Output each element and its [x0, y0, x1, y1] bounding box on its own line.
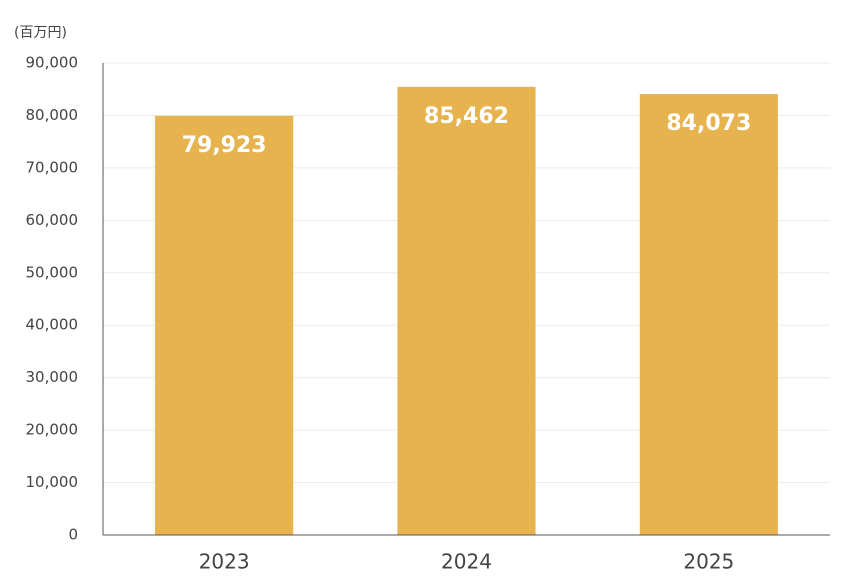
x-tick-label: 2025: [683, 550, 734, 574]
x-tick-label: 2023: [199, 550, 250, 574]
unit-label: (百万円): [14, 25, 67, 41]
y-tick-label: 80,000: [26, 106, 79, 124]
x-tick-label: 2024: [441, 550, 492, 574]
y-tick-label: 70,000: [26, 158, 79, 176]
y-tick-label: 10,000: [26, 473, 79, 491]
bar: [155, 115, 294, 535]
bar: [397, 86, 536, 535]
y-tick-label: 60,000: [26, 211, 79, 229]
y-tick-label: 30,000: [26, 368, 79, 386]
value-label: 79,923: [182, 133, 267, 158]
y-tick-label: 50,000: [26, 263, 79, 281]
bar: [639, 94, 778, 535]
y-tick-label: 0: [68, 526, 78, 544]
y-tick-label: 90,000: [26, 54, 79, 72]
y-tick-label: 40,000: [26, 316, 79, 334]
y-tick-label: 20,000: [26, 421, 79, 439]
value-label: 84,073: [666, 111, 751, 136]
value-label: 85,462: [424, 104, 509, 129]
